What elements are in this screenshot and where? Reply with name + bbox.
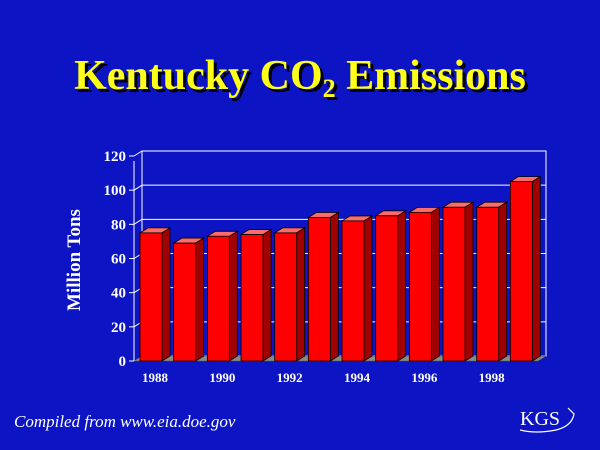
y-axis-label: Million Tons — [64, 209, 85, 311]
bar-side — [531, 175, 541, 362]
bar-1988 — [138, 227, 172, 362]
bar-front — [476, 206, 500, 362]
gridline-80 — [133, 218, 143, 225]
bar-1994 — [340, 215, 374, 362]
bar-side — [430, 206, 440, 362]
bar-front — [206, 235, 230, 362]
chart-title: Kentucky CO2 Emissions — [74, 53, 526, 103]
bar-1991 — [239, 228, 273, 362]
bar-1997 — [441, 201, 475, 362]
bar-front — [442, 206, 466, 362]
x-tick-label: 1988 — [142, 370, 169, 385]
bar-front — [408, 211, 432, 362]
bar-1989 — [172, 237, 206, 362]
bar-front — [173, 242, 197, 362]
bar-1996 — [407, 206, 441, 362]
title-subscript: 2 — [322, 74, 336, 103]
bar-front — [274, 232, 298, 362]
x-tick-label: 1998 — [479, 370, 506, 385]
bar-side — [464, 201, 474, 362]
x-tick-label: 1992 — [277, 370, 303, 385]
bar-1990 — [205, 230, 239, 362]
bar-side — [161, 227, 171, 362]
y-tick-label: 40 — [111, 286, 126, 302]
bar-side — [228, 230, 238, 362]
bar-front — [375, 215, 399, 362]
source-note: Compiled from www.eia.doe.gov — [14, 412, 236, 431]
y-tick-label: 120 — [104, 149, 127, 165]
kgs-logo: KGS — [519, 407, 575, 433]
bar-front — [509, 181, 533, 362]
bar-front — [341, 220, 365, 362]
bar-1993 — [306, 211, 340, 362]
svg-text:KGS: KGS — [520, 408, 560, 430]
y-tick-label: 60 — [111, 252, 126, 268]
x-tick-label: 1996 — [411, 370, 438, 385]
x-tick-label: 1990 — [209, 370, 235, 385]
bar-1992 — [273, 227, 307, 362]
gridline-100 — [133, 184, 143, 191]
bar-side — [498, 201, 508, 362]
bar-1999 — [508, 175, 542, 362]
x-tick-label: 1994 — [344, 370, 371, 385]
y-tick-label: 100 — [104, 183, 127, 199]
bar-front — [307, 217, 331, 362]
gridline-120 — [133, 150, 143, 157]
bar-front — [240, 234, 264, 362]
bar-side — [262, 228, 272, 362]
y-tick-label: 80 — [111, 217, 126, 233]
bar-1998 — [475, 201, 509, 362]
bar-side — [195, 237, 205, 362]
bar-side — [329, 211, 339, 362]
bar-1995 — [374, 210, 408, 362]
y-tick-label: 0 — [119, 354, 127, 370]
bar-side — [296, 227, 306, 362]
bar-front — [139, 232, 163, 362]
bar-side — [363, 215, 373, 362]
y-tick-label: 20 — [111, 320, 126, 336]
bar-side — [397, 210, 407, 362]
